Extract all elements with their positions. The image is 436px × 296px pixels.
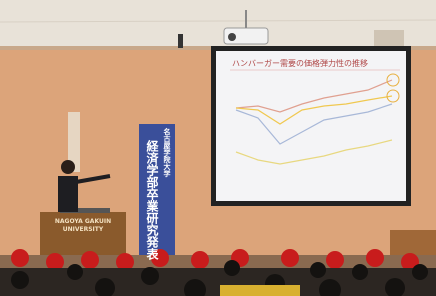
screen [216,51,406,201]
presenter-head [61,160,75,174]
audience-area [0,268,436,296]
background [0,0,436,296]
camera [178,34,183,48]
podium-line: UNIVERSITY [44,226,122,234]
banner-title: 経済学部卒業研究発表 [145,140,158,260]
projector-lens [228,33,236,41]
chair-row [220,285,300,296]
podium-line: NAGOYA GAKUIN [44,218,122,226]
ceiling [0,0,436,50]
podium-sign: NAGOYA GAKUIN UNIVERSITY [44,218,122,234]
presenter-body [58,176,78,212]
photo: ハンバーガー需要の価格弾力性の推移 NAGOYA GAKUIN UNIVERSI… [0,0,436,296]
banner-subtitle: 名古屋学院大学 [162,128,172,177]
screen-title: ハンバーガー需要の価格弾力性の推移 [232,58,402,69]
speaker-box [374,30,404,48]
